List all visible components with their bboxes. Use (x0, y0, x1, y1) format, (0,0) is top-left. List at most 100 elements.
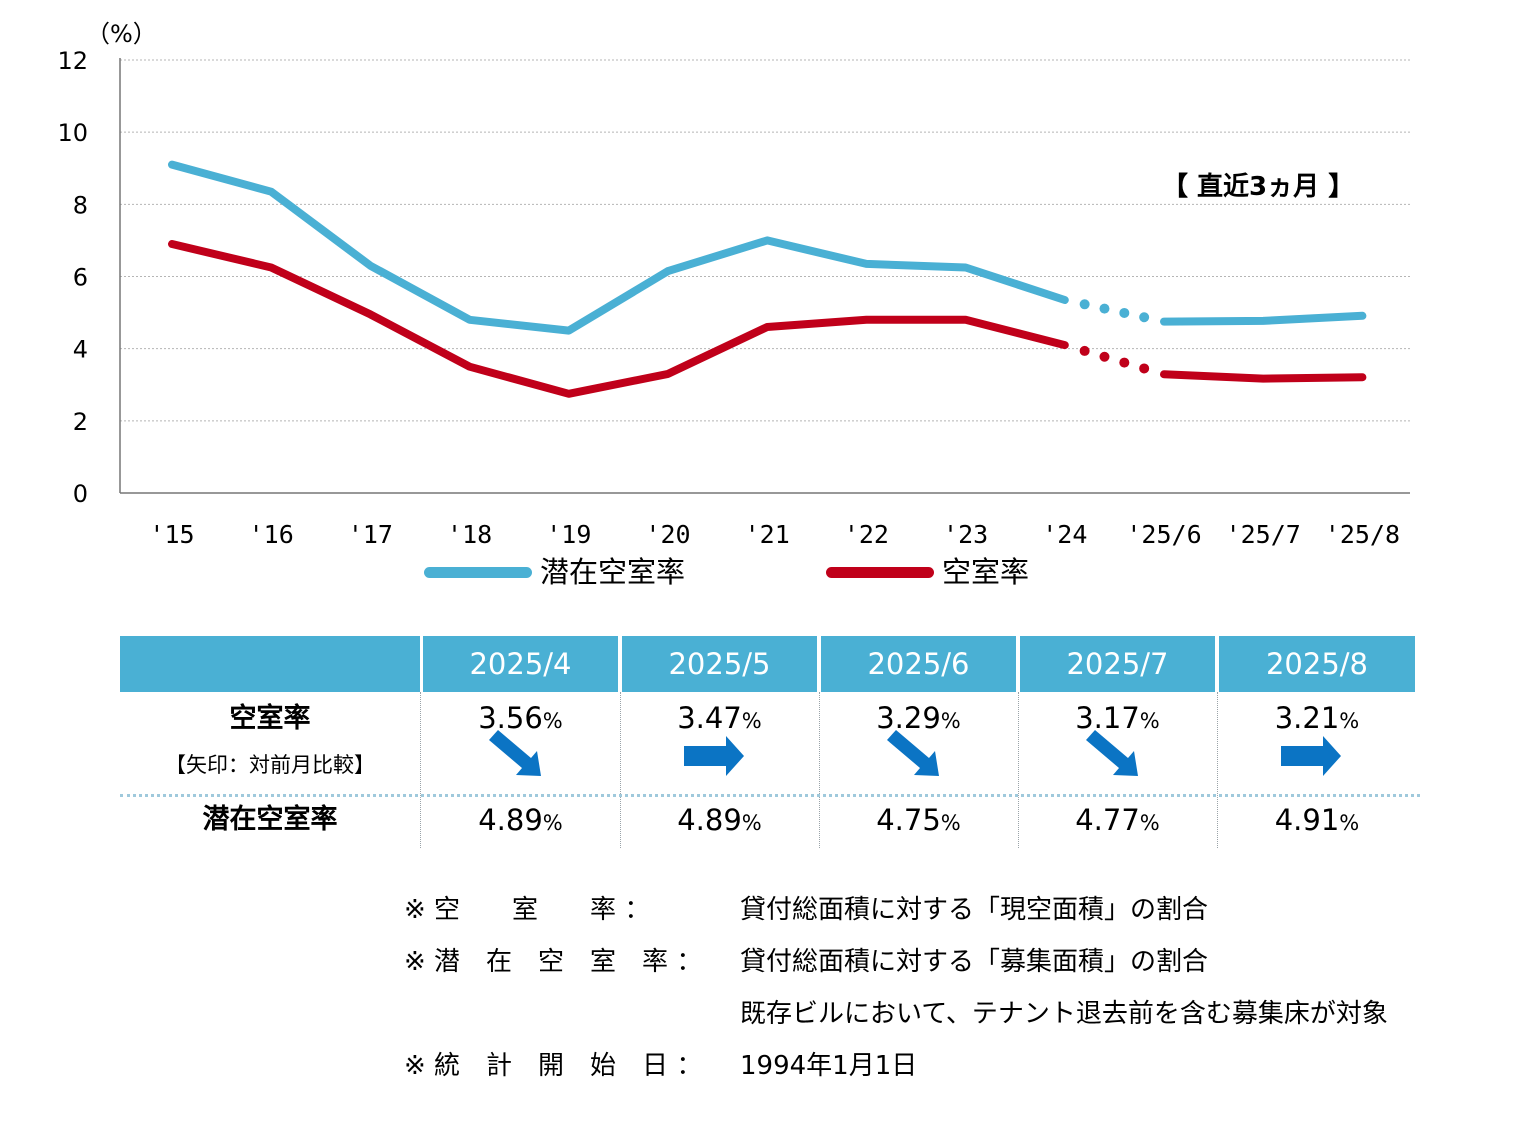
percent-sign: % (1139, 709, 1160, 733)
percent-sign: % (741, 811, 762, 835)
percent-sign: % (1139, 811, 1160, 835)
table-header-month: 2025/8 (1219, 636, 1415, 692)
y-tick-label: 8 (73, 191, 88, 219)
percent-sign: % (741, 709, 762, 733)
vacancy-cell: 3.56% (423, 692, 618, 794)
percent-sign: % (1339, 709, 1360, 733)
footnote-text: 貸付総面積に対する「現空面積」の割合 (740, 895, 1209, 925)
y-tick-label: 2 (73, 408, 88, 436)
vacancy-cell: 3.29% (821, 692, 1016, 794)
x-tick-label: '23 (943, 520, 988, 549)
y-tick-label: 12 (57, 47, 88, 75)
x-tick-label: '25/7 (1226, 520, 1301, 549)
table-row-potential-vacancy: 潜在空室率 4.89% 4.89% 4.75% 4.77% 4.91% (120, 798, 1420, 848)
percent-sign: % (940, 811, 961, 835)
legend-item-vacancy: 空室率 (826, 552, 1029, 592)
table-header-month: 2025/4 (423, 636, 618, 692)
potential-vacancy-value: 4.91 (1274, 803, 1340, 837)
vacancy-cell: 3.17% (1020, 692, 1215, 794)
table-header-month: 2025/7 (1020, 636, 1215, 692)
potential-vacancy-cell: 4.89% (622, 798, 817, 847)
y-unit-label: （%） (86, 20, 157, 48)
down-right-arrow-icon (1020, 728, 1215, 784)
potential-vacancy-cell: 4.91% (1219, 798, 1415, 847)
x-tick-label: '22 (844, 520, 889, 549)
table-column-divider (620, 692, 621, 848)
legend-label-potential-vacancy: 潜在空室率 (540, 555, 686, 589)
table-header-month: 2025/6 (821, 636, 1016, 692)
footnote-text: 1994年1月1日 (740, 1051, 918, 1081)
table-column-divider (1018, 692, 1019, 848)
table-column-divider (420, 692, 421, 848)
y-tick-label: 10 (57, 119, 88, 147)
legend-swatch-potential-vacancy (424, 566, 532, 578)
right-arrow-icon (622, 728, 817, 784)
vacancy-value: 3.29 (876, 701, 941, 735)
potential-vacancy-cell: 4.75% (821, 798, 1016, 847)
series-line-historical (168, 160, 1069, 335)
vacancy-value: 3.21 (1274, 701, 1340, 735)
series-line-recent (1160, 370, 1367, 383)
x-tick-label: '25/8 (1325, 520, 1400, 549)
x-tick-label: '21 (745, 520, 790, 549)
potential-vacancy-row-label: 潜在空室率 (202, 804, 338, 835)
y-tick-label: 4 (73, 336, 88, 364)
potential-vacancy-value: 4.75 (876, 803, 941, 837)
table-column-divider (819, 692, 820, 848)
table-header-blank (120, 636, 420, 692)
series-dotted-marker (1079, 299, 1090, 310)
down-right-arrow-icon (821, 728, 1016, 784)
footnote-text: 既存ビルにおいて、テナント退去前を含む募集床が対象 (740, 999, 1388, 1029)
potential-vacancy-value: 4.89 (478, 803, 543, 837)
table-header-row: 2025/4 2025/5 2025/6 2025/7 2025/8 (120, 636, 1420, 692)
table-row-divider (120, 794, 1420, 797)
x-tick-label: '25/6 (1126, 520, 1201, 549)
y-tick-label: 6 (73, 264, 88, 292)
potential-vacancy-value: 4.89 (677, 803, 742, 837)
x-tick-label: '15 (149, 520, 194, 549)
vacancy-row-label: 空室率 (229, 703, 311, 734)
line-chart: 0 2 4 6 8 10 12（%） '15 '16 '17 '18 '19 '20 '21 '22 '23 '… (57, 20, 1410, 549)
vacancy-cell: 3.21% (1219, 692, 1415, 794)
potential-vacancy-value: 4.77 (1075, 803, 1140, 837)
percent-sign: % (940, 709, 961, 733)
series-dotted-marker (1079, 345, 1090, 356)
legend-swatch-vacancy (826, 566, 934, 578)
recent-three-months-annotation: 【 直近3ヵ月 】 (1162, 172, 1355, 202)
x-tick-label: '20 (645, 520, 690, 549)
footnote-label: ※ 統 計 開 始 日 ： (404, 1051, 703, 1081)
series-dotted-marker (1099, 303, 1110, 314)
percent-sign: % (1339, 811, 1360, 835)
down-right-arrow-icon (423, 728, 618, 784)
percent-sign: % (542, 709, 563, 733)
series-dotted-marker (1139, 363, 1150, 374)
table-header-month: 2025/5 (622, 636, 817, 692)
series-dotted-marker (1119, 307, 1130, 318)
right-arrow-icon (1219, 728, 1415, 784)
chart-legend: 潜在空室率 空室率 (424, 552, 1324, 592)
vacancy-value: 3.47 (677, 701, 742, 735)
x-tick-label: '24 (1042, 520, 1087, 549)
x-tick-label: '18 (447, 520, 492, 549)
footnote-text: 貸付総面積に対する「募集面積」の割合 (740, 947, 1209, 977)
footnote-label: ※ 潜 在 空 室 率 ： (404, 947, 703, 977)
table-row-vacancy: 空室率 【矢印：対前月比較】 3.56% 3.47% 3.29% 3.17% 3… (120, 692, 1420, 794)
x-tick-label: '17 (348, 520, 393, 549)
table-column-divider (1217, 692, 1218, 848)
series-dotted-marker (1119, 357, 1130, 368)
vacancy-value: 3.17 (1075, 701, 1140, 735)
series-dotted-marker (1099, 351, 1110, 362)
potential-vacancy-cell: 4.89% (423, 798, 618, 847)
legend-label-vacancy: 空室率 (942, 555, 1030, 589)
footnote-label: ※ 空 室 率 ： (404, 895, 651, 925)
arrow-comparison-note: 【矢印：対前月比較】 (165, 753, 375, 777)
vacancy-value: 3.56 (478, 701, 543, 735)
vacancy-row-header: 空室率 【矢印：対前月比較】 (120, 692, 420, 794)
series-line-historical (168, 240, 1069, 398)
vacancy-cell: 3.47% (622, 692, 817, 794)
x-tick-label: '16 (249, 520, 294, 549)
legend-item-potential-vacancy: 潜在空室率 (424, 552, 685, 592)
potential-vacancy-cell: 4.77% (1020, 798, 1215, 847)
series-line-recent (1160, 311, 1367, 326)
series-dotted-marker (1139, 312, 1150, 323)
